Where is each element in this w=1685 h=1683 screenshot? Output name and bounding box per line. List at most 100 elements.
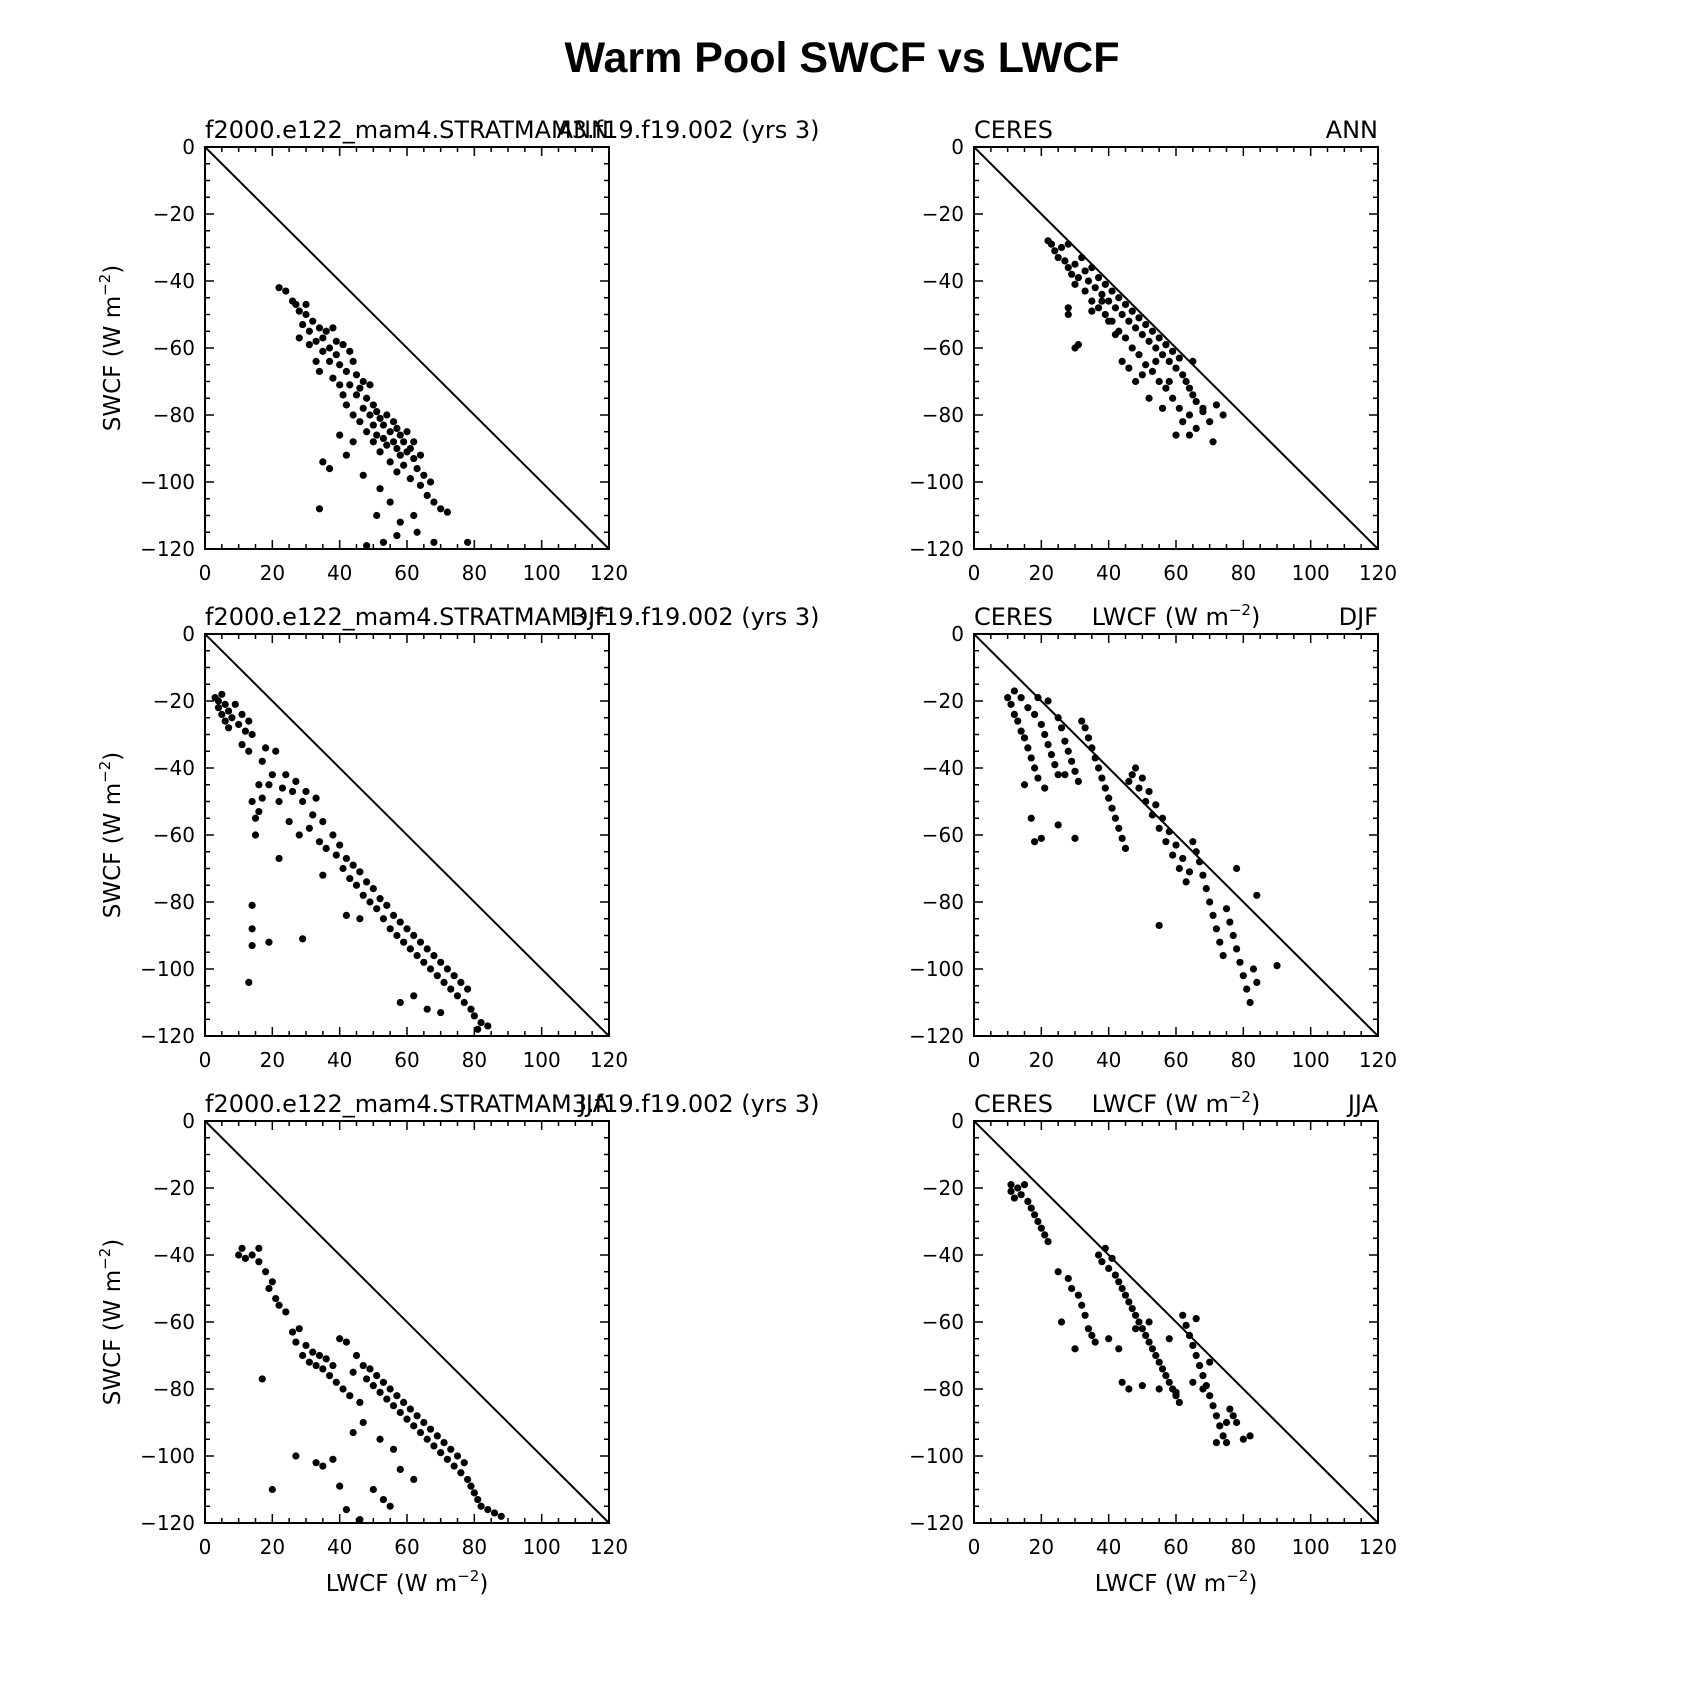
data-point (1121, 334, 1130, 342)
data-point (1064, 310, 1072, 319)
x-tick-label: 40 (327, 561, 352, 585)
data-points (1004, 687, 1281, 1007)
data-point (1074, 1291, 1082, 1299)
data-point (396, 451, 404, 459)
data-point (1192, 398, 1200, 406)
x-tick-label: 100 (523, 1535, 561, 1559)
data-point (1206, 1392, 1214, 1400)
data-point (1054, 1268, 1062, 1276)
data-point (484, 1506, 492, 1514)
data-point (319, 871, 327, 879)
data-point (1192, 424, 1200, 432)
x-tick-label: 120 (1359, 561, 1397, 585)
data-point (1010, 1194, 1019, 1202)
data-point (406, 1405, 414, 1413)
data-point (1017, 694, 1025, 702)
data-point (1068, 270, 1076, 278)
y-tick-label: −40 (153, 756, 195, 780)
data-point (1074, 341, 1082, 349)
data-point (1128, 307, 1136, 315)
y-tick-label: −20 (153, 202, 195, 226)
data-point (369, 1485, 377, 1494)
data-point (403, 428, 411, 436)
data-point (1189, 1378, 1197, 1386)
data-point (1179, 1311, 1187, 1319)
data-point (1031, 838, 1039, 846)
data-point (295, 307, 303, 315)
data-point (1007, 700, 1015, 708)
y-tick-label: −20 (153, 1176, 195, 1200)
data-point (1135, 784, 1143, 792)
data-point (366, 1365, 374, 1373)
data-point (1249, 965, 1258, 973)
data-point (288, 1328, 297, 1336)
data-point (312, 357, 320, 365)
data-point (363, 1375, 371, 1383)
data-point (406, 444, 414, 453)
x-tick-label: 0 (968, 1535, 981, 1559)
data-point (329, 831, 337, 839)
y-tick-label: 0 (951, 135, 964, 159)
data-point (1273, 962, 1281, 970)
data-point (396, 918, 404, 926)
data-point (1128, 1305, 1136, 1313)
data-point (319, 1462, 327, 1470)
data-point (1027, 1204, 1035, 1212)
data-point (1010, 687, 1019, 695)
data-point (356, 1398, 364, 1406)
data-point (231, 700, 239, 708)
data-point (1118, 310, 1126, 319)
data-point (1212, 401, 1220, 409)
data-point (453, 992, 462, 1000)
data-point (389, 438, 398, 446)
data-point (467, 1482, 475, 1490)
data-point (1051, 761, 1059, 769)
data-point (1088, 1331, 1096, 1339)
data-point (1253, 891, 1261, 899)
data-point (1212, 1412, 1220, 1420)
scatter-panel-4: 0 20 40 60 80 100 120 0 −20 −40 −60 −80 −100 −120 CERE… (909, 601, 1397, 1072)
data-point (430, 1442, 438, 1450)
data-point (1054, 714, 1062, 722)
x-tick-label: 0 (968, 1048, 981, 1072)
data-point (1206, 898, 1214, 906)
data-point (332, 351, 340, 359)
data-point (1081, 287, 1089, 295)
data-point (386, 458, 394, 466)
data-point (1155, 1358, 1163, 1366)
x-tick-label: 40 (1096, 1535, 1121, 1559)
x-tick-label: 100 (523, 1048, 561, 1072)
data-point (1199, 871, 1207, 879)
data-point (268, 1278, 276, 1286)
data-point (440, 978, 448, 987)
data-point (1145, 394, 1153, 402)
data-point (1222, 1418, 1231, 1427)
data-point (393, 532, 401, 540)
data-point (1155, 824, 1163, 832)
data-point (319, 1365, 327, 1373)
panel-title-right: ANN (1326, 116, 1378, 144)
data-point (430, 952, 438, 960)
data-point (1165, 1378, 1173, 1386)
data-point (393, 424, 401, 432)
data-point (426, 478, 435, 486)
data-point (1152, 344, 1160, 352)
data-point (443, 508, 451, 516)
x-tick-label: 120 (590, 561, 628, 585)
data-point (464, 1475, 472, 1484)
data-point (437, 958, 445, 966)
data-point (1017, 727, 1025, 735)
data-point (1044, 1238, 1052, 1246)
data-point (359, 891, 367, 899)
data-point (1007, 1187, 1015, 1195)
data-point (464, 985, 472, 993)
data-point (379, 421, 388, 429)
data-point (1115, 824, 1123, 832)
data-point (1132, 324, 1140, 332)
x-tick-label: 60 (1163, 1535, 1188, 1559)
data-point (305, 1358, 313, 1366)
data-point (1219, 952, 1227, 960)
data-point (1135, 314, 1143, 322)
panel-title-left: CERES (974, 1090, 1053, 1118)
data-point (288, 787, 297, 796)
